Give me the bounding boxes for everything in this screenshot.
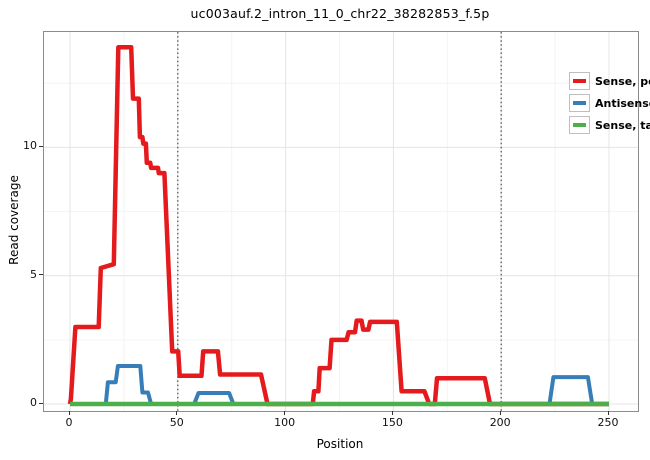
- y-axis-title: Read coverage: [7, 175, 21, 265]
- legend-color-swatch: [573, 79, 586, 83]
- x-tick-mark: [607, 411, 609, 415]
- x-tick-mark: [391, 411, 393, 415]
- x-tick-label: 150: [381, 416, 403, 429]
- legend-label: Sense, perfect: [595, 74, 650, 88]
- x-tick-label: 50: [169, 416, 184, 429]
- legend-key-box: [569, 72, 590, 90]
- y-tick-mark: [39, 274, 43, 276]
- x-tick-label: 250: [597, 416, 619, 429]
- chart-canvas: [44, 32, 638, 411]
- plot-panel: Sense, perfect Antisense Sense, tailed: [43, 31, 650, 412]
- y-tick-label: 0: [30, 396, 37, 409]
- series-line-sense-perfect: [67, 45, 609, 407]
- legend-label: Antisense: [595, 96, 650, 110]
- legend-color-swatch: [573, 123, 586, 127]
- legend-key-box: [569, 116, 590, 134]
- y-tick-label: 5: [30, 267, 37, 281]
- legend-color-swatch: [573, 101, 586, 105]
- y-tick-mark: [39, 402, 43, 404]
- legend-label: Sense, tailed: [595, 118, 650, 132]
- y-tick-mark: [39, 145, 43, 147]
- y-tick-label: 10: [23, 139, 37, 153]
- x-tick-label: 200: [489, 416, 511, 429]
- x-tick-label: 0: [65, 416, 73, 429]
- x-tick-mark: [284, 411, 286, 415]
- x-axis-title: Position: [316, 437, 364, 451]
- x-tick-mark: [68, 411, 70, 415]
- x-tick-label: 100: [274, 416, 296, 429]
- chart-title: uc003auf.2_intron_11_0_chr22_38282853_f.…: [190, 6, 490, 21]
- legend-key-box: [569, 94, 590, 112]
- legend-item: Sense, perfect: [569, 71, 650, 91]
- x-tick-mark: [176, 411, 178, 415]
- legend-item: Sense, tailed: [569, 115, 650, 135]
- x-tick-mark: [499, 411, 501, 415]
- legend: Sense, perfect Antisense Sense, tailed: [569, 71, 650, 137]
- legend-item: Antisense: [569, 93, 650, 113]
